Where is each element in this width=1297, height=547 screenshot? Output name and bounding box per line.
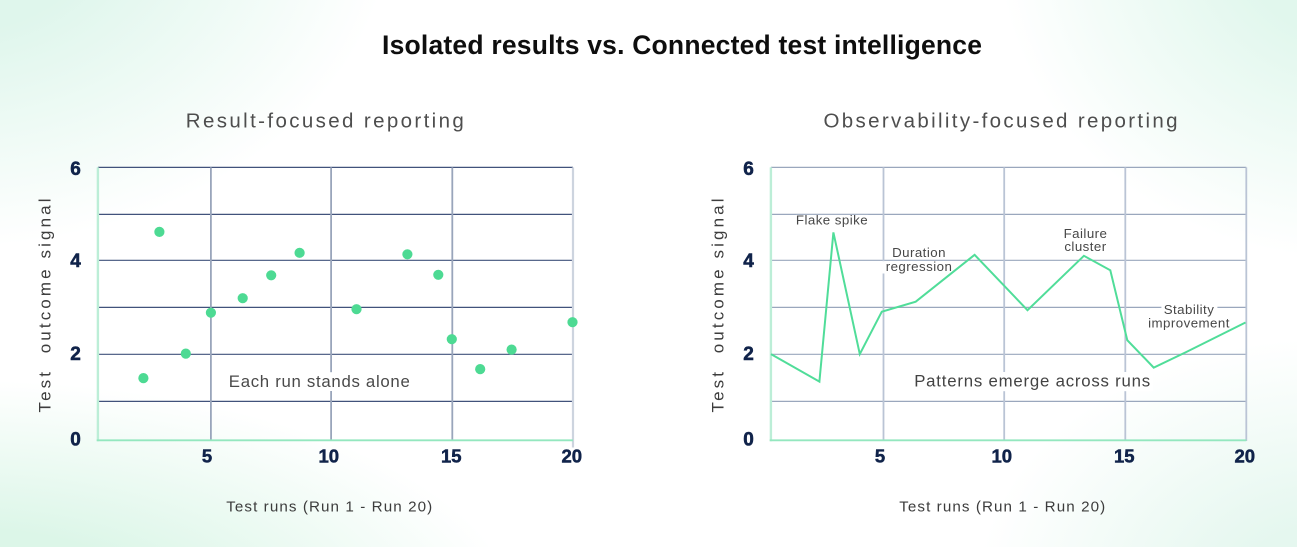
svg-text:Each run stands alone: Each run stands alone xyxy=(229,372,410,391)
svg-text:6: 6 xyxy=(70,159,81,180)
svg-text:10: 10 xyxy=(992,446,1013,467)
svg-text:10: 10 xyxy=(319,446,340,467)
svg-text:2: 2 xyxy=(743,344,754,365)
svg-text:15: 15 xyxy=(1114,446,1135,467)
svg-text:Test outcome signal: Test outcome signal xyxy=(36,199,55,413)
svg-text:Duration: Duration xyxy=(892,245,946,260)
svg-text:15: 15 xyxy=(441,446,462,467)
svg-text:4: 4 xyxy=(70,251,81,272)
svg-text:Result-focused reporting: Result-focused reporting xyxy=(186,110,464,133)
svg-text:4: 4 xyxy=(743,251,754,272)
svg-text:Test runs (Run 1 - Run 20): Test runs (Run 1 - Run 20) xyxy=(226,499,432,516)
svg-text:2: 2 xyxy=(70,344,81,365)
svg-text:20: 20 xyxy=(1235,446,1256,467)
svg-text:cluster: cluster xyxy=(1064,239,1106,254)
svg-text:improvement: improvement xyxy=(1148,316,1230,331)
svg-text:Test outcome signal: Test outcome signal xyxy=(709,199,728,413)
svg-text:Stability: Stability xyxy=(1164,302,1215,317)
svg-text:Test runs (Run 1 - Run 20): Test runs (Run 1 - Run 20) xyxy=(899,499,1105,516)
svg-text:Isolated results vs. Connected: Isolated results vs. Connected test inte… xyxy=(382,30,982,60)
svg-text:5: 5 xyxy=(875,446,885,467)
svg-text:6: 6 xyxy=(743,159,754,180)
svg-text:20: 20 xyxy=(562,446,583,467)
svg-text:5: 5 xyxy=(202,446,212,467)
svg-text:Flake spike: Flake spike xyxy=(796,213,868,228)
svg-text:0: 0 xyxy=(743,429,754,450)
svg-text:Observability-focused reportin: Observability-focused reporting xyxy=(824,110,1178,133)
svg-text:0: 0 xyxy=(70,429,81,450)
svg-text:Patterns emerge across runs: Patterns emerge across runs xyxy=(914,372,1150,391)
svg-text:regression: regression xyxy=(886,259,953,274)
svg-text:Failure: Failure xyxy=(1064,226,1108,241)
